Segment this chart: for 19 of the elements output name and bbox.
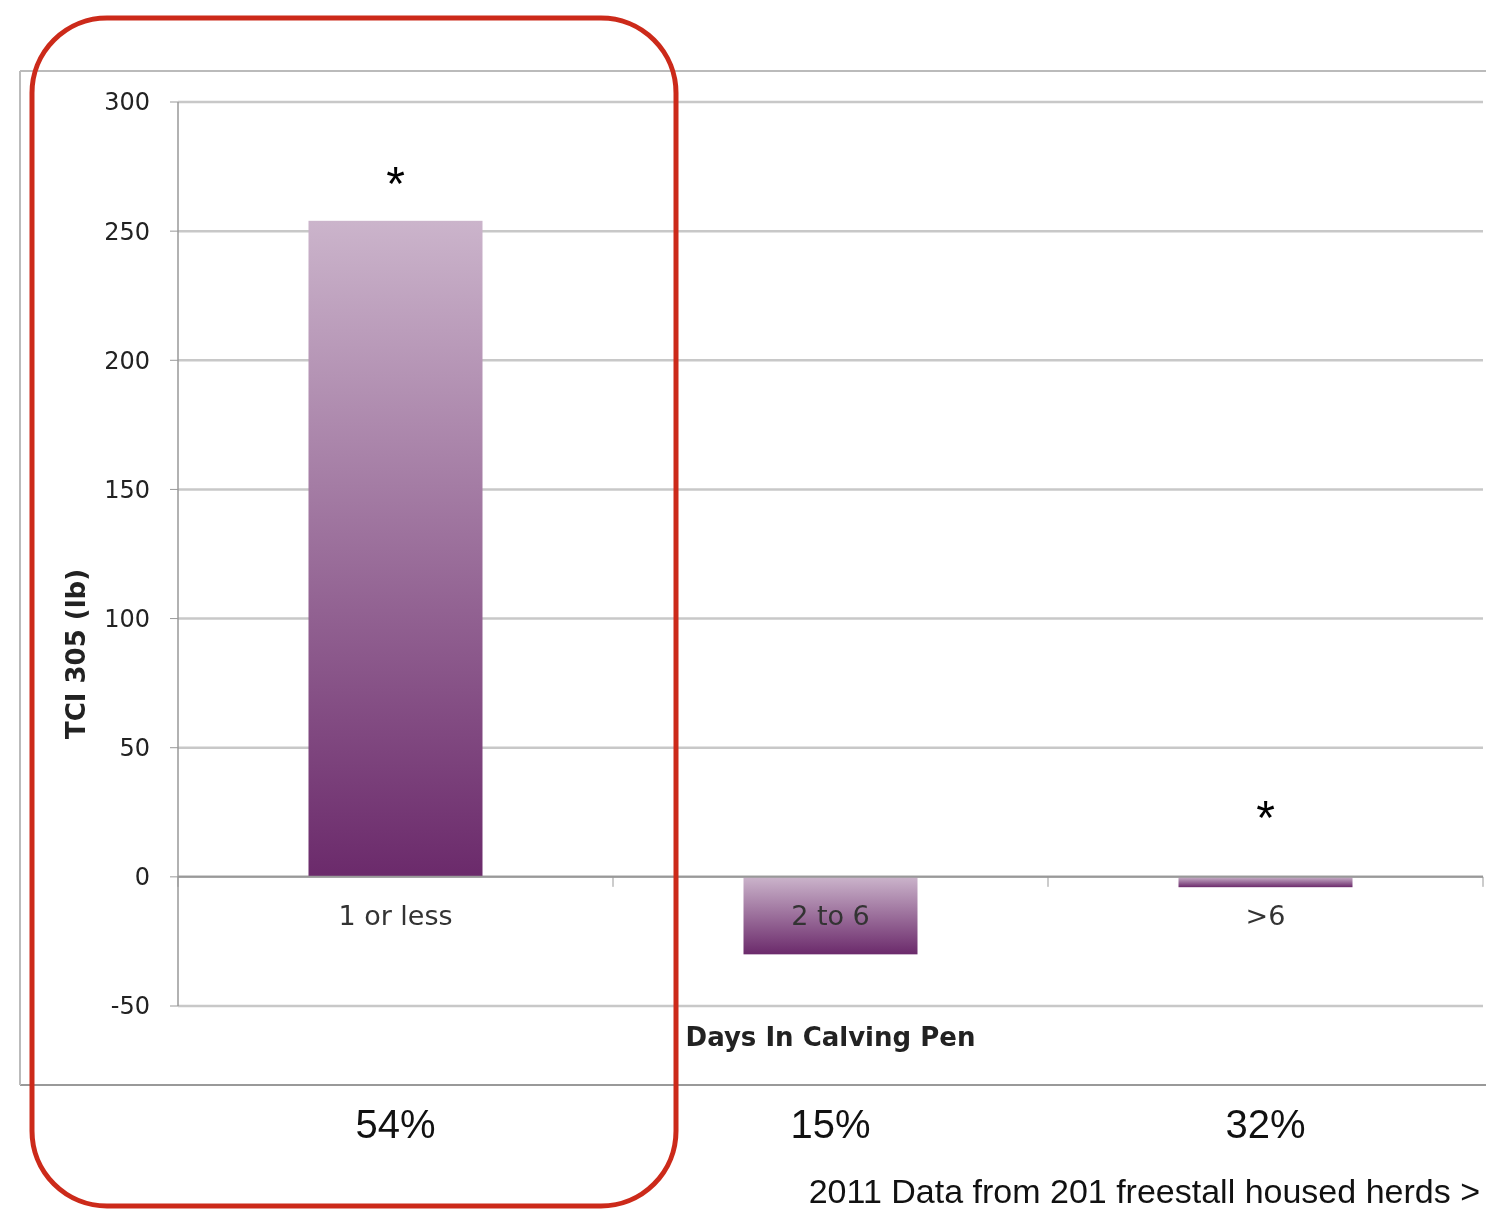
- text: 54%: [355, 1102, 436, 1146]
- y-tick-label: 300: [104, 88, 150, 117]
- text: 2011 Data from 201 freestall housed herds >: [808, 1172, 1480, 1210]
- y-tick-label: 200: [104, 346, 150, 375]
- y-tick-label: 250: [104, 217, 150, 246]
- annotation: *: [386, 157, 405, 210]
- x-axis-title: Days In Calving Pen: [685, 1022, 976, 1052]
- y-axis-title: TCI 305 (lb): [61, 568, 91, 740]
- y-tick-label: 150: [104, 475, 150, 504]
- annotation: *: [1256, 791, 1275, 844]
- text: 15%: [790, 1102, 871, 1146]
- x-tick-label: 1 or less: [338, 899, 453, 931]
- y-tick-label: -50: [110, 992, 150, 1021]
- x-tick-label: 2 to 6: [791, 899, 870, 931]
- y-tick-label: 100: [104, 604, 150, 633]
- text: 32%: [1225, 1102, 1306, 1146]
- y-tick-label: 0: [134, 863, 150, 892]
- x-tick-label: >6: [1245, 899, 1286, 931]
- y-tick-label: 50: [119, 734, 150, 763]
